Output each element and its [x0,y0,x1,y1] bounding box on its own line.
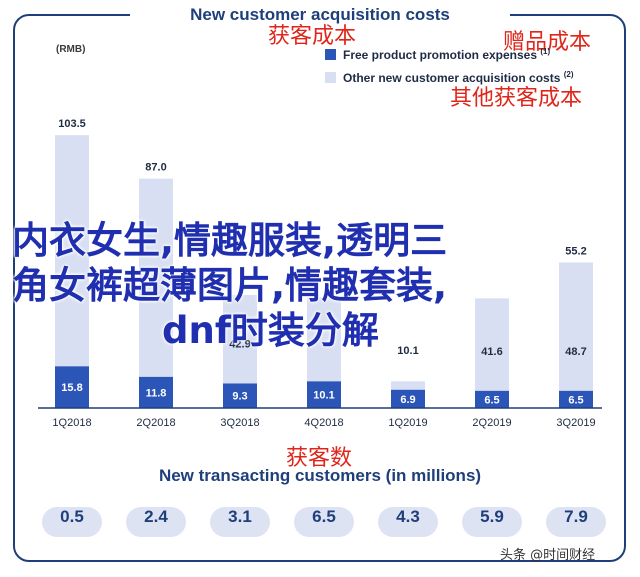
bar-label-total: 55.2 [565,245,586,257]
overlay-line-3: dnf时装分解 [162,309,379,352]
customers-title: New transacting customers (in millions) [158,466,482,485]
overlay-line-1: 内衣女生,情趣服装,透明三 [12,219,448,262]
bar-label-other-cost: 42.9 [229,338,250,350]
bar-free-promo [307,381,341,408]
bar-free-promo [559,390,593,408]
bar-label-free-promo: 6.5 [568,394,583,406]
bar-other-cost [55,135,89,409]
cn-label-customers: 获客数 [286,446,353,471]
bar-label-other-cost: 10.1 [397,345,418,357]
cn-label-free-promo: 赠品成本 [503,30,592,55]
cn-label-other-cost: 其他获客成本 [450,86,583,111]
legend-swatch-other-cost [325,72,336,83]
bar-label-free-promo: 10.1 [313,390,334,402]
bar-label-free-promo: 9.3 [232,391,247,403]
overlay-line-2: 角女裤超薄图片,情趣套装, [12,264,448,307]
bar-free-promo [139,376,173,408]
x-tick-label: 3Q2019 [556,417,595,429]
bar-label-free-promo: 6.9 [400,394,415,406]
bar-free-promo [475,390,509,408]
bar-label-total: 103.5 [58,118,86,130]
customer-pill: 5.9 [462,507,522,537]
customer-pill: 3.1 [210,507,270,537]
bar-free-promo [391,389,425,408]
bar-other-cost [559,262,593,408]
chart-title: New customer acquisition costs [130,0,510,30]
x-tick-label: 2Q2019 [472,417,511,429]
customer-pill: 0.5 [42,507,102,537]
legend-swatch-free-promo [325,49,336,60]
bar-label-total: 87.0 [145,162,166,174]
x-tick-label: 1Q2018 [52,417,91,429]
unit-label: (RMB) [56,44,86,55]
x-tick-label: 3Q2018 [220,417,259,429]
bar-label-other-cost: 48.7 [565,346,586,358]
bar-other-cost [139,178,173,408]
chart-frame [13,14,626,562]
cn-label-acquisition-cost: 获客成本 [268,24,357,49]
customer-pill: 2.4 [126,507,186,537]
bar-label-free-promo: 11.8 [146,387,167,399]
legend-text-other-cost: Other new customer acquisition costs (2) [343,70,574,85]
bar-free-promo [55,366,89,408]
x-tick-label: 2Q2018 [136,417,175,429]
bar-label-free-promo: 15.8 [61,382,82,394]
customer-pill: 6.5 [294,507,354,537]
bar-free-promo [223,383,257,408]
bar-label-other-cost: 41.6 [481,346,502,358]
bar-label-free-promo: 6.5 [484,394,499,406]
legend-text-free-promo: Free product promotion expenses (1) [343,47,551,62]
customer-pill: 7.9 [546,507,606,537]
customer-pill: 4.3 [378,507,438,537]
bar-other-cost [475,298,509,408]
x-tick-label: 1Q2019 [388,417,427,429]
x-tick-label: 4Q2018 [304,417,343,429]
overlay-text: 内衣女生,情趣服装,透明三 角女裤超薄图片,情趣套装, dnf时装分解 [12,218,572,353]
watermark: 头条 @时间财经 [500,548,596,563]
